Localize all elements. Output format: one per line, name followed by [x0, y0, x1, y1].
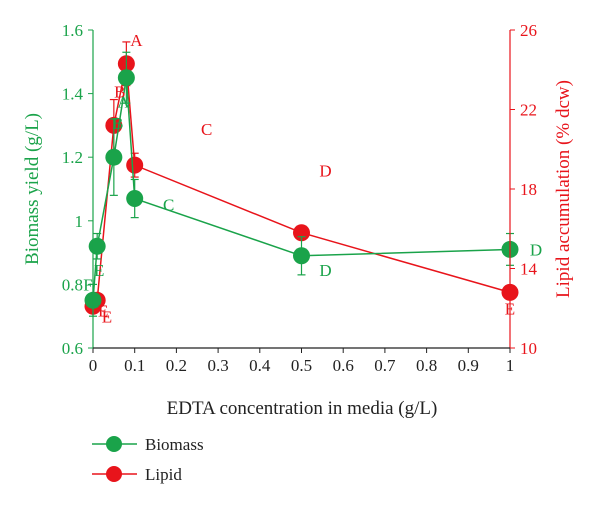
y-right-tick-label: 14: [520, 260, 538, 279]
lipid-significance-letter: B: [114, 82, 125, 101]
biomass-significance-letter: E: [94, 261, 104, 280]
biomass-series: [84, 51, 519, 317]
y-left-tick-label: 1.6: [62, 21, 83, 40]
x-tick-label: 0.2: [166, 356, 187, 375]
lipid-significance-letter: E: [98, 301, 108, 320]
lipid-significance-letter: E: [102, 307, 112, 326]
legend-label-lipid: Lipid: [145, 465, 182, 484]
x-axis-title: EDTA concentration in media (g/L): [167, 398, 438, 419]
legend: Biomass Lipid: [92, 435, 204, 484]
legend-marker-lipid: [106, 466, 122, 482]
biomass-significance-letter: C: [163, 196, 174, 215]
biomass-significance-letter: A: [117, 93, 130, 112]
x-tick-label: 0.6: [333, 356, 354, 375]
y-right-tick-label: 10: [520, 339, 537, 358]
y-left-tick-label: 1: [75, 212, 84, 231]
y-left-axis-title: Biomass yield (g/L): [22, 113, 43, 265]
y-right-axis-title: Lipid accumulation (% dcw): [553, 80, 574, 298]
lipid-significance-letter: D: [319, 162, 331, 181]
x-tick-label: 0.5: [291, 356, 312, 375]
legend-marker-biomass: [106, 436, 122, 452]
lipid-significance-letter: C: [201, 120, 212, 139]
biomass-significance-letter: D: [319, 261, 331, 280]
x-tick-label: 0.7: [374, 356, 396, 375]
biomass-point: [293, 247, 310, 265]
x-tick-label: 0.8: [416, 356, 437, 375]
biomass-point: [105, 148, 123, 166]
legend-entry-lipid: Lipid: [92, 465, 182, 484]
x-tick-label: 0.1: [124, 356, 145, 375]
lipid-significance-letter: E: [505, 299, 515, 318]
lipid-point: [293, 224, 310, 242]
x-tick-label: 1: [506, 356, 515, 375]
y-left-tick-label: 1.4: [62, 85, 84, 104]
y-right-tick-label: 22: [520, 101, 537, 120]
y-right-tick-label: 18: [520, 180, 537, 199]
x-tick-label: 0.9: [458, 356, 479, 375]
y-left-tick-label: 1.2: [62, 148, 83, 167]
x-tick-label: 0: [89, 356, 98, 375]
biomass-point: [88, 237, 106, 255]
lipid-significance-letter: A: [130, 31, 143, 50]
legend-label-biomass: Biomass: [145, 435, 204, 454]
x-tick-label: 0.4: [249, 356, 271, 375]
y-left-tick-label: 0.8: [62, 275, 83, 294]
legend-entry-biomass: Biomass: [92, 435, 204, 454]
x-tick-label: 0.3: [207, 356, 228, 375]
biomass-significance-letter: F: [83, 275, 92, 294]
axes: 0 0.1 0.2 0.3 0.4 0.5 0.6 0.7 0.8 0.9 1 0.6 0.8 1 1.2 1…: [62, 21, 538, 375]
biomass-significance-letter: D: [530, 240, 542, 259]
y-right-tick-label: 26: [520, 21, 537, 40]
biomass-significance-letter: B: [112, 114, 123, 133]
biomass-point: [126, 190, 144, 208]
lipid-point: [126, 156, 144, 174]
biomass-point: [117, 69, 135, 87]
y-left-tick-label: 0.6: [62, 339, 83, 358]
